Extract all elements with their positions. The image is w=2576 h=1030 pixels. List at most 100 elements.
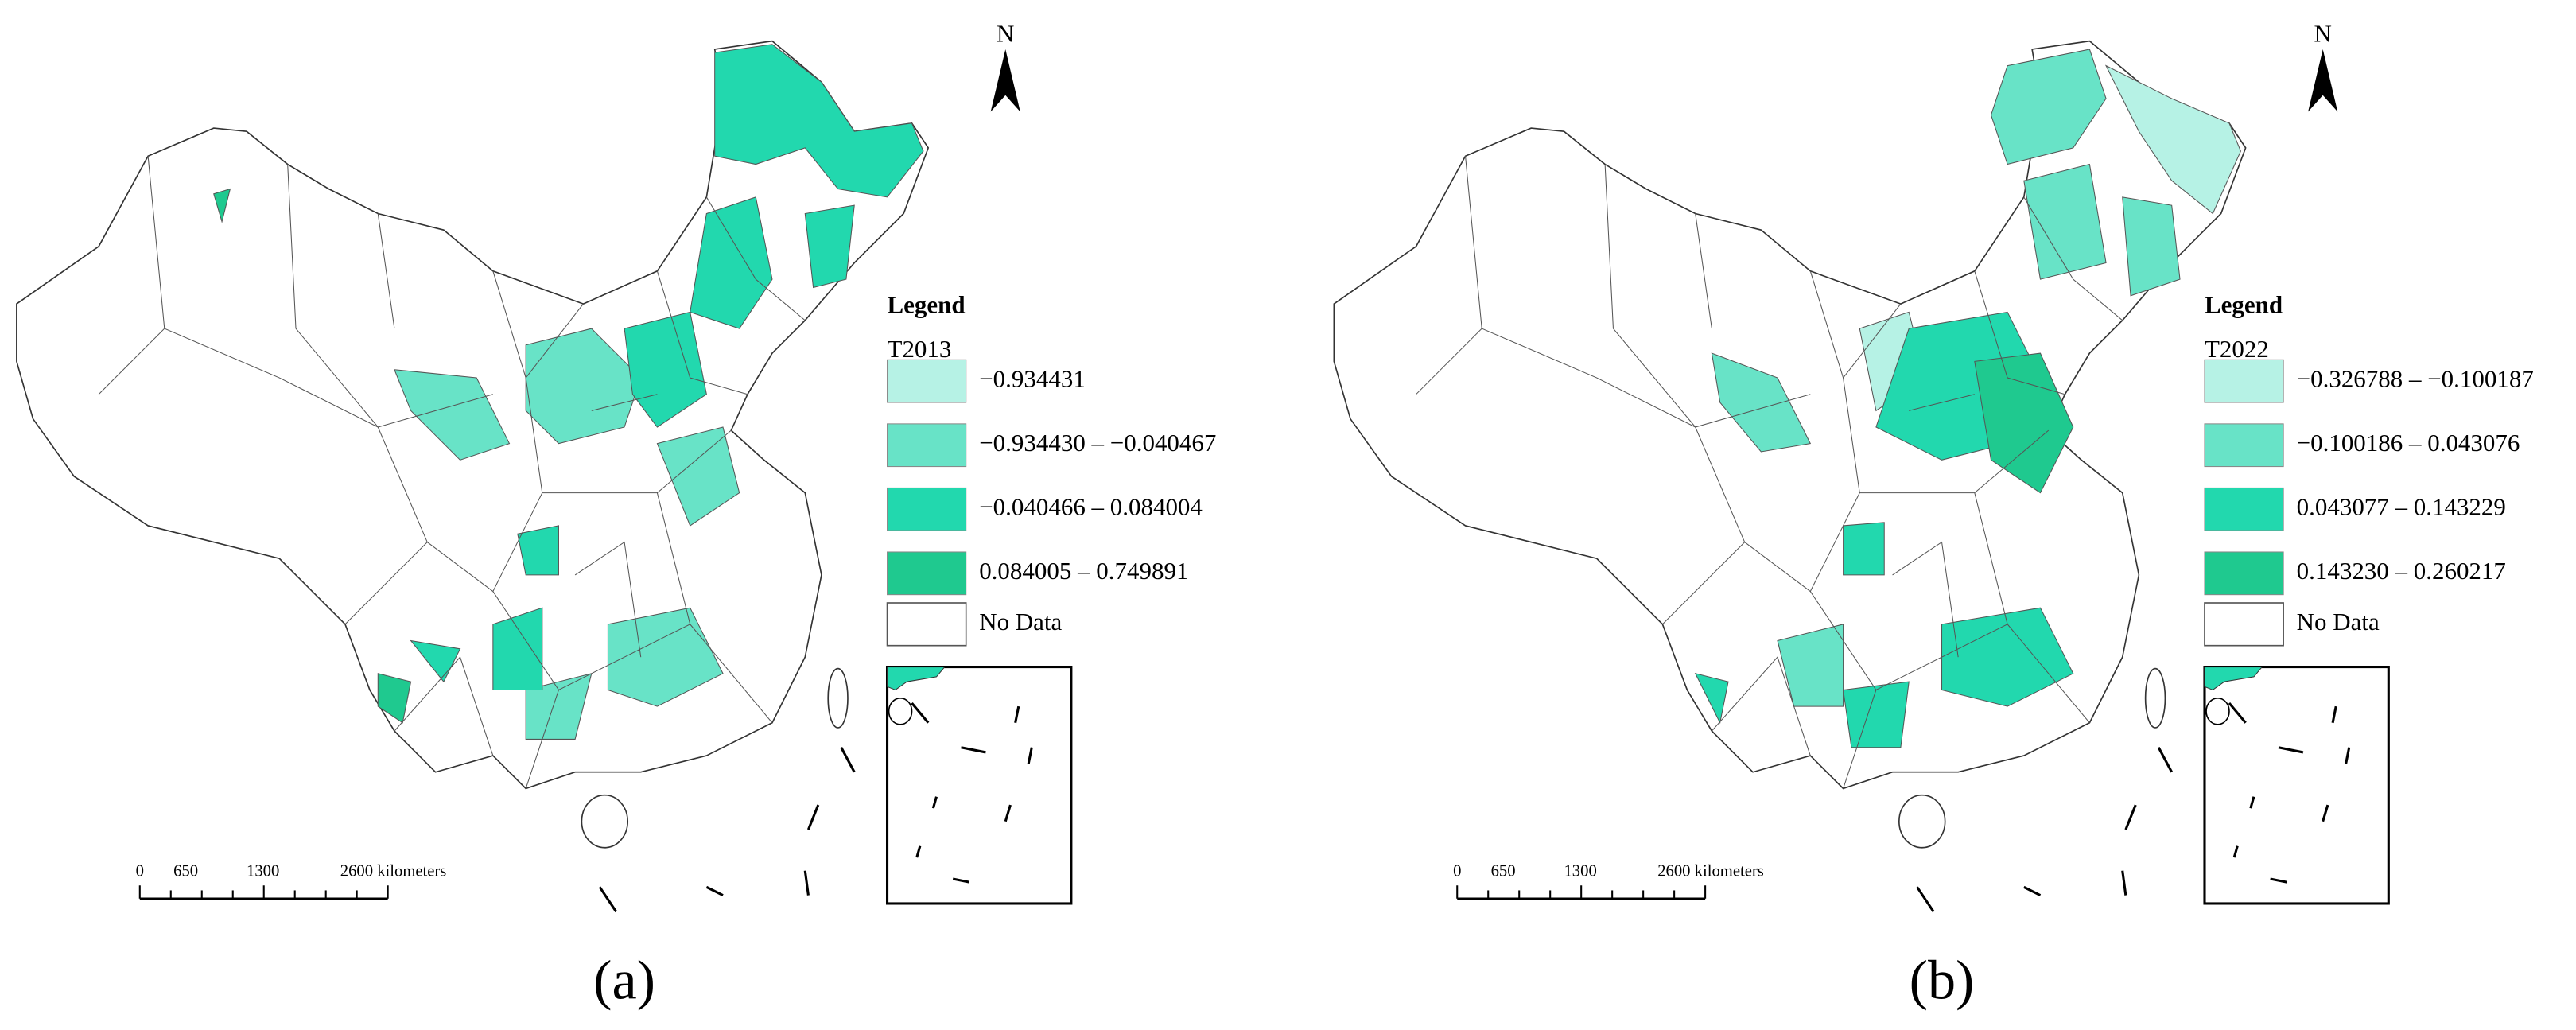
inset-island [2249,796,2255,809]
inset-island [1014,705,1020,724]
inset-island [2322,804,2329,822]
boundary [1974,270,2065,395]
inset-island [2228,702,2247,724]
region [2104,64,2241,215]
boundary [1604,164,1811,428]
legend-label: No Data [979,608,1062,635]
scale-label: 2600 kilometers [1657,862,1764,880]
boundary [558,624,690,690]
legend-label: 0.143230 – 0.260217 [2297,557,2506,585]
legend-title: Legend [888,290,966,318]
north-arrow [990,49,1020,112]
boundary [1744,377,1860,593]
region [377,673,412,724]
boundary [1875,624,2008,690]
region [517,525,559,576]
inset-island [1027,747,1033,764]
region [1974,352,2074,494]
scale-label: 2600 kilometers [340,862,447,880]
boundary [1892,541,1959,658]
legend-label: 0.084005 – 0.749891 [979,557,1188,585]
region [804,204,855,289]
region [690,196,773,329]
legend-title: Legend [2205,290,2283,318]
sea-line [705,885,724,897]
north-arrow [2308,49,2338,112]
sea-line [2124,804,2137,830]
inset-island [952,877,970,884]
inset-island [2232,845,2239,858]
boundary [1695,213,1712,329]
inset-hainan [2205,697,2230,725]
legend-swatch [2204,487,2284,531]
legend-label: 0.043077 – 0.143229 [2297,492,2506,520]
inset-island [911,702,930,724]
region [2023,163,2107,280]
inset-frame [2203,665,2390,905]
sea-line [2121,870,2127,896]
sea-line [2157,747,2174,773]
inset-island [961,746,986,754]
taiwan [827,667,849,729]
boundary [656,270,748,395]
region [1990,49,2107,165]
hainan [581,794,629,849]
region [1777,624,1844,707]
hainan [1898,794,1946,849]
legend-label: −0.934430 – −0.040467 [979,429,1216,457]
boundary [426,377,543,593]
legend-swatch [887,359,967,403]
inset-hainan [888,697,913,725]
scale-label: 0 [136,862,144,880]
inset-island [915,845,922,858]
inset-frame [885,665,1073,905]
legend-field: T2013 [888,335,952,363]
boundary [574,541,642,658]
legend-label: No Data [2297,608,2380,635]
inset-island [2270,877,2287,884]
legend-label: −0.040466 – 0.084004 [979,492,1203,520]
region [714,44,924,198]
legend-swatch [886,602,967,647]
region [624,311,707,428]
inset-island [1004,804,1012,822]
legend-swatch [887,487,967,531]
sea-line [598,886,618,913]
north-label: N [997,20,1014,48]
boundary [377,213,395,329]
taiwan [2144,667,2166,729]
legend-swatch [2204,423,2284,468]
boundary [1482,328,1746,625]
region [1843,522,1885,576]
boundary [164,328,428,625]
legend-swatch [887,551,967,596]
map-panel: N Legend T2022 −0.326788 – −0.100187 −0.1001… [1333,20,2534,1011]
legend-label: −0.326788 – −0.100187 [2297,364,2534,392]
scale-label: 650 [1491,862,1516,880]
map-panel: N Legend T2013 −0.934431 −0.934430 – −0.0404… [16,20,1216,1011]
boundary [705,196,806,321]
sea-line [803,870,810,896]
legend-swatch [2204,359,2284,403]
inset-island [2345,747,2351,764]
region [1694,673,1729,725]
scale-label: 1300 [247,862,279,880]
panel-label: (a) [593,949,655,1011]
scale-label: 1300 [1564,862,1596,880]
legend-field: T2022 [2205,335,2269,363]
region [1843,681,1910,748]
panel-label: (b) [1910,949,1975,1011]
region [2122,196,2181,297]
legend-swatch [2204,551,2284,596]
sea-line [2023,885,2042,897]
region [607,607,724,707]
sea-line [1916,886,1935,913]
region [1711,352,1812,453]
region [492,607,543,690]
region [394,369,511,461]
sea-line [840,747,856,773]
inset-mainland [887,667,946,691]
boundary [394,656,494,756]
